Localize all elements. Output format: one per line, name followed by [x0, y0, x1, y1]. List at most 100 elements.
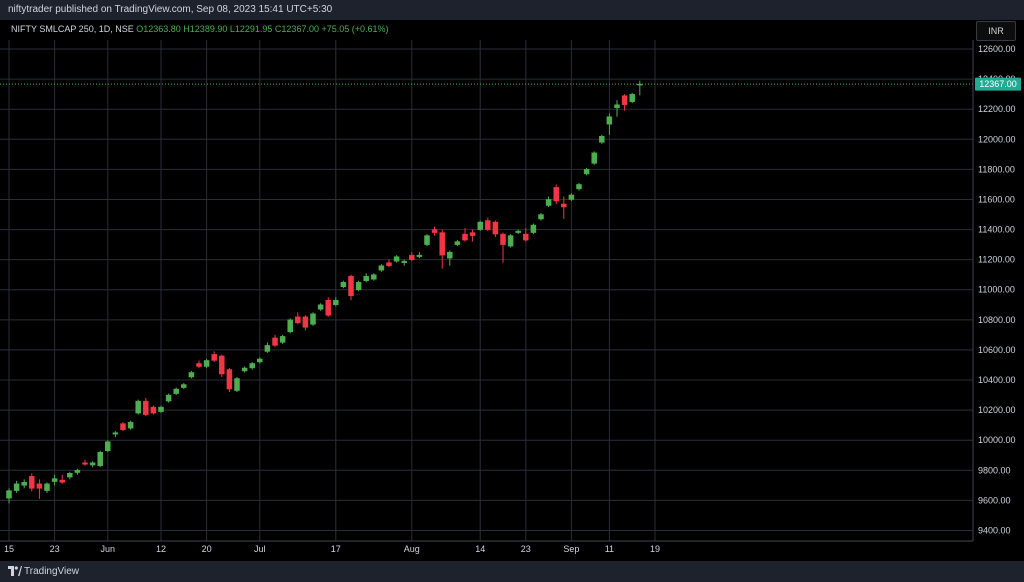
candle-body: [439, 232, 445, 256]
candle-body: [386, 262, 392, 266]
time-tick-label: Jun: [101, 544, 116, 554]
currency-button[interactable]: INR: [976, 21, 1016, 41]
candle-body: [279, 336, 286, 343]
candle-body: [143, 400, 149, 415]
low-value: L12291.95: [229, 24, 273, 34]
candle-body: [500, 233, 506, 245]
time-tick-label: 23: [50, 544, 60, 554]
time-tick-label: 14: [475, 544, 485, 554]
time-tick-label: 20: [202, 544, 212, 554]
candle-body: [105, 441, 111, 451]
candle-body: [196, 363, 202, 367]
price-tick-label: 10400.00: [978, 375, 1016, 385]
candle-body: [310, 313, 316, 325]
candle-body: [591, 152, 597, 164]
time-tick-label: 11: [605, 544, 614, 554]
candle-body: [485, 220, 491, 230]
candle-body: [6, 490, 12, 499]
footer-bar: TradingView: [0, 561, 1024, 582]
last-price-tag-bg: [975, 77, 1021, 91]
price-axis[interactable]: 9400.00 9600.00 9800.00 10000.00 10200.00 104…: [978, 44, 1016, 535]
candle-body: [530, 224, 537, 233]
open-value: O12363.80: [136, 24, 181, 34]
candle-body: [74, 470, 81, 473]
candle-body: [492, 221, 499, 235]
time-tick-label: 12: [156, 544, 166, 554]
price-tick-label: 9800.00: [978, 465, 1011, 475]
candle-body: [67, 473, 73, 478]
candle-body: [257, 358, 263, 363]
candle-body: [553, 187, 559, 202]
candle-body: [538, 214, 544, 220]
footer-brand: TradingView: [24, 566, 80, 577]
time-tick-label: Jul: [254, 544, 266, 554]
candle-body: [431, 229, 438, 233]
last-price-tag: 12367.00: [975, 77, 1021, 91]
candle-body: [241, 367, 248, 372]
price-tick-label: 10000.00: [978, 435, 1016, 445]
candle-body: [454, 241, 461, 245]
candle-body: [340, 281, 347, 287]
candle-body: [165, 394, 172, 402]
publisher-text: niftytrader published on TradingView.com…: [8, 4, 333, 15]
candle-body: [363, 275, 369, 281]
candle-body: [568, 194, 575, 200]
candle-body: [523, 233, 529, 241]
change-value: +75.05 (+0.61%): [321, 24, 389, 34]
candle-body: [576, 184, 582, 190]
candle-body: [462, 233, 468, 241]
candle-body: [135, 400, 141, 414]
candle-body: [295, 316, 301, 324]
price-tick-label: 11600.00: [978, 194, 1015, 204]
candle-body: [409, 254, 415, 260]
time-axis[interactable]: 15 23 Jun 12 20 Jul 17 Aug 14 23 Sep 11 19: [4, 544, 660, 554]
time-tick-label: 15: [4, 544, 14, 554]
time-tick-label: Aug: [404, 544, 420, 554]
price-tick-label: 10800.00: [978, 315, 1016, 325]
candle-body: [287, 319, 293, 333]
candle-body: [302, 316, 309, 328]
candle-body: [272, 337, 278, 346]
price-tick-label: 10200.00: [978, 405, 1016, 415]
candle-body: [44, 483, 50, 491]
tradingview-logo-icon: [8, 566, 22, 576]
candle-body: [120, 423, 126, 430]
candle-body: [355, 281, 362, 290]
price-tick-label: 11400.00: [978, 225, 1015, 235]
price-tick-label: 11200.00: [978, 255, 1015, 265]
last-price-value: 12367.00: [979, 79, 1017, 89]
candle-body: [416, 254, 423, 257]
candle-body: [89, 462, 96, 466]
time-tick-label: Sep: [563, 544, 579, 554]
price-tick-label: 11000.00: [978, 285, 1015, 295]
candle-body: [606, 116, 613, 125]
price-tick-label: 12600.00: [978, 44, 1016, 54]
candle-body: [545, 199, 552, 206]
publisher-bar: niftytrader published on TradingView.com…: [0, 0, 1024, 20]
grid-lines: [0, 40, 973, 541]
candle-body: [211, 354, 217, 361]
candle-body: [325, 300, 331, 316]
candle-body: [51, 478, 58, 482]
candle-body: [29, 476, 35, 489]
price-tick-label: 11800.00: [978, 164, 1015, 174]
candle-body: [599, 136, 605, 143]
candle-body: [21, 482, 27, 486]
price-tick-label: 9400.00: [978, 525, 1011, 535]
candle-body: [97, 451, 103, 467]
candle-body: [82, 462, 88, 465]
time-tick-label: 17: [331, 544, 341, 554]
time-tick-label: 23: [521, 544, 531, 554]
candle-body: [424, 235, 430, 245]
candle-body: [629, 93, 635, 102]
candle-body: [371, 274, 377, 280]
candle-body: [401, 260, 407, 263]
candle-body: [621, 95, 628, 105]
candle-body: [515, 230, 521, 233]
candle-body: [378, 265, 385, 271]
candle-body: [203, 360, 210, 367]
symbol-legend: NIFTY SMLCAP 250, 1D, NSE O12363.80 H123…: [11, 24, 389, 34]
candle-body: [226, 369, 233, 390]
high-value: H12389.90: [183, 24, 228, 34]
